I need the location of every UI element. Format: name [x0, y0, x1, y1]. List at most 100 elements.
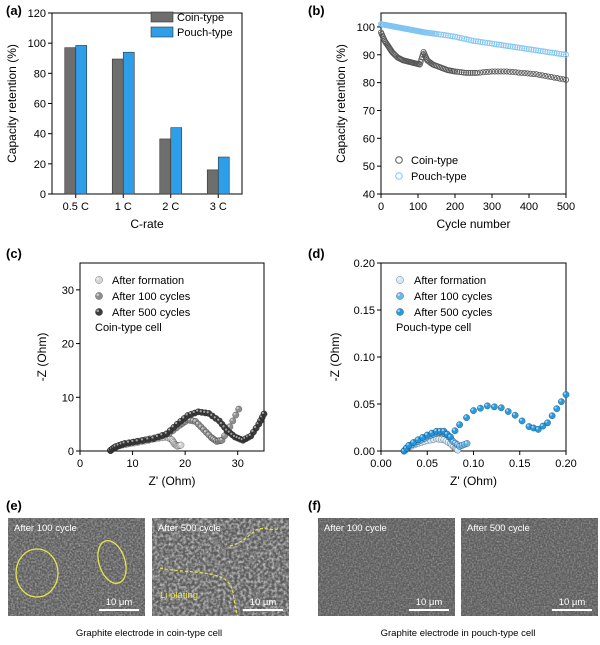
eis-point-highlight: [531, 425, 534, 428]
point-pouch: [479, 39, 486, 46]
eis-point: [260, 410, 268, 418]
panel-b-label: (b): [308, 3, 325, 18]
x-tick-label: 100: [409, 201, 427, 213]
y-tick-label: 0.15: [354, 305, 375, 317]
eis-point: [562, 391, 570, 398]
legend-marker: [396, 292, 404, 300]
eis-point: [548, 412, 556, 420]
eis-point-highlight: [545, 420, 548, 423]
scale-bar: 10 μm: [243, 597, 283, 611]
scale-bar: 10 μm: [552, 597, 592, 611]
x-tick-label: 200: [446, 201, 464, 213]
point-coin: [454, 68, 461, 75]
eis-point-highlight: [168, 428, 171, 431]
legend-label: After 100 cycles: [414, 291, 493, 303]
point-coin: [536, 71, 543, 78]
point-coin: [560, 76, 567, 83]
eis-point: [235, 405, 243, 413]
y-tick-label: 100: [357, 22, 375, 34]
legend-label: Pouch-type: [411, 171, 467, 183]
eis-point-highlight: [549, 413, 553, 416]
eis-point-highlight: [415, 437, 418, 440]
legend-swatch: [150, 26, 174, 38]
eis-point-highlight: [217, 418, 220, 421]
x-tick-label: 400: [520, 201, 538, 213]
point-pouch: [500, 42, 507, 49]
eis-point-highlight: [196, 421, 199, 425]
point-pouch: [526, 46, 533, 53]
eis-point-highlight: [536, 427, 539, 430]
bar-pouch: [217, 156, 230, 195]
chart-d: 0.00 0.05 0.10 0.15 0.20 0.00 0.05 0.10 0.15 0.20…: [328, 258, 577, 488]
x-tick-label: 0.20: [555, 458, 576, 470]
eis-point-highlight: [219, 438, 222, 441]
point-pouch: [530, 46, 537, 53]
point-pouch: [549, 49, 556, 56]
eis-point-highlight: [425, 432, 428, 436]
micrograph-texture: [318, 518, 455, 616]
legend-label: After 100 cycles: [112, 291, 191, 303]
micrograph-texture: [8, 518, 145, 616]
x-tick-label: 500: [557, 201, 575, 213]
point-pouch: [544, 48, 551, 55]
bar-pouch: [122, 51, 135, 195]
caption-coin: Graphite electrode in coin-type cell: [75, 628, 223, 639]
bar-coin: [111, 58, 124, 195]
eis-point: [232, 411, 240, 419]
point-coin: [494, 68, 501, 75]
micrograph-title: After 500 cycle: [158, 523, 221, 534]
point-coin: [530, 70, 537, 77]
eis-point-highlight: [232, 434, 236, 438]
eis-point-highlight: [455, 442, 458, 445]
y-tick-label: 10: [62, 392, 74, 404]
y-tick-label: 0.00: [354, 446, 375, 458]
eis-point: [490, 403, 498, 411]
point-coin: [527, 70, 534, 77]
legend-marker-highlight: [96, 277, 99, 280]
point-pouch: [463, 36, 470, 43]
eis-point-highlight: [457, 422, 460, 425]
point-coin: [521, 70, 528, 77]
micrograph-texture: [461, 518, 598, 616]
eis-point-highlight: [206, 432, 209, 435]
x-tick-label: 0.00: [370, 458, 391, 470]
plating-boundary: [229, 527, 281, 547]
y-tick-label: 80: [363, 78, 375, 90]
eis-point-highlight: [411, 440, 414, 443]
x-tick-label: 3 C: [210, 201, 227, 213]
eis-point-highlight: [222, 433, 225, 436]
eis-point-highlight: [113, 444, 116, 447]
eis-point-highlight: [519, 418, 523, 421]
point-coin: [480, 69, 487, 76]
eis-point-highlight: [203, 429, 207, 433]
plating-boundary: [159, 567, 239, 616]
point-pouch: [482, 39, 489, 46]
point-pouch: [532, 47, 539, 54]
legend-marker: [395, 172, 403, 180]
eis-point: [177, 441, 185, 449]
eis-point-highlight: [119, 442, 122, 445]
point-pouch: [472, 38, 479, 45]
y-tick-label: 0: [68, 446, 74, 458]
eis-point-highlight: [193, 419, 196, 422]
y-tick-label: 60: [363, 133, 375, 145]
eis-point-highlight: [540, 423, 543, 427]
eis-point: [544, 419, 551, 427]
scale-bar: 10 μm: [99, 597, 139, 611]
legend-marker-highlight: [397, 277, 400, 280]
point-pouch: [440, 31, 447, 38]
point-pouch: [535, 47, 542, 54]
x-axis-title: C-rate: [130, 217, 164, 231]
point-coin: [545, 73, 552, 80]
eis-point-highlight: [213, 416, 216, 419]
eis-point-highlight: [420, 435, 423, 438]
eis-point-highlight: [185, 413, 188, 416]
eis-point-highlight: [227, 430, 230, 433]
y-axis-title: Capacity retention (%): [334, 44, 348, 163]
point-pouch: [516, 44, 523, 51]
x-axis-title: Z' (Ohm): [149, 474, 196, 488]
point-coin: [483, 69, 490, 76]
legend-label: Pouch-type: [177, 27, 233, 39]
legend-marker: [95, 308, 103, 316]
